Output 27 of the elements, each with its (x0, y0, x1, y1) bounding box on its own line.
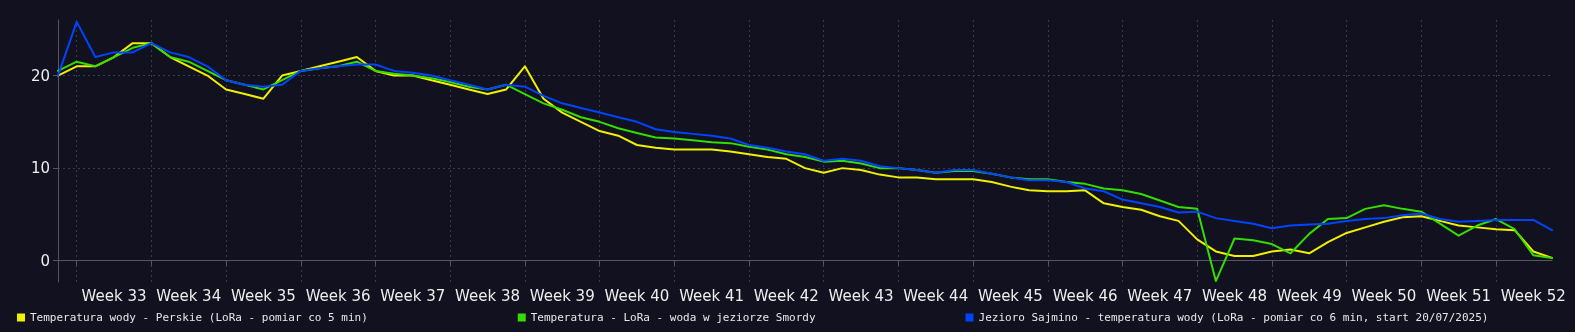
x-tick-label: Week 51 (1426, 286, 1492, 305)
x-tick-label: Week 39 (529, 286, 595, 305)
x-tick-label: Week 33 (81, 286, 147, 305)
x-tick-label: Week 35 (230, 286, 296, 305)
x-tick-label: Week 43 (828, 286, 894, 305)
x-tick-label: Week 44 (903, 286, 969, 305)
x-tick-label: Week 46 (1052, 286, 1118, 305)
x-tick-label: Week 41 (679, 286, 745, 305)
y-tick-label: 0 (40, 251, 50, 270)
x-tick-label: Week 52 (1500, 286, 1566, 305)
x-tick-label: Week 45 (977, 286, 1043, 305)
x-tick-label: Week 42 (753, 286, 819, 305)
x-tick-label: Week 37 (380, 286, 446, 305)
x-tick-label: Week 49 (1276, 286, 1342, 305)
legend-label: Temperatura - LoRa - woda w jeziorze Smordy (530, 311, 816, 324)
x-tick-label: Week 50 (1351, 286, 1417, 305)
x-tick-label: Week 47 (1127, 286, 1193, 305)
y-tick-label: 10 (30, 159, 50, 178)
legend-label: Temperatura wody - Perskie (LoRa - pomiar co 5 min) (30, 311, 368, 324)
x-tick-label: Week 40 (604, 286, 670, 305)
x-tick-label: Week 48 (1202, 286, 1267, 305)
line-series (57, 20, 1553, 232)
y-tick-label: 20 (30, 66, 50, 85)
x-tick-label: Week 36 (305, 286, 371, 305)
x-tick-label: Week 38 (455, 286, 520, 305)
x-tick-label: Week 34 (156, 286, 222, 305)
legend-label: Jezioro Sajmino - temperatura wody (LoRa - pomiar co 6 min, start 20/07/2025) (978, 311, 1489, 324)
